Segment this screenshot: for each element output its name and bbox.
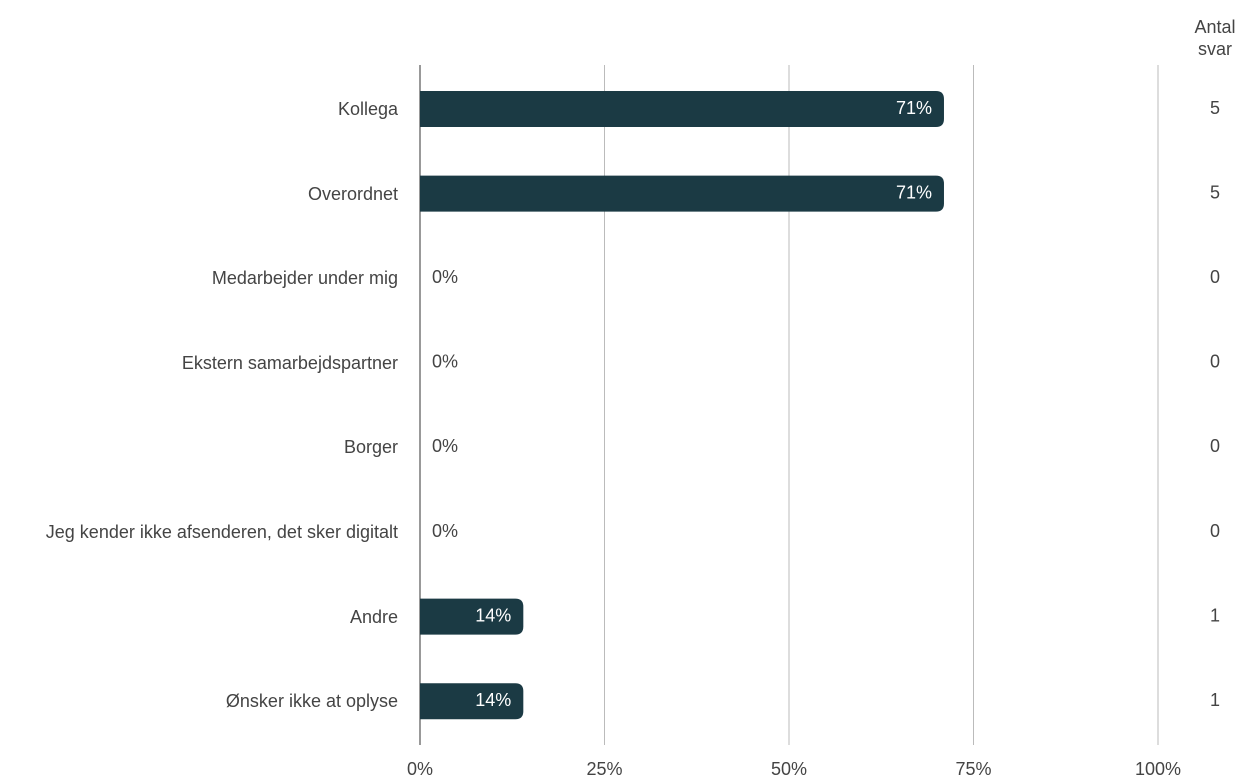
value-label: 0% xyxy=(432,267,458,287)
x-tick-label: 25% xyxy=(586,759,622,779)
category-label: Borger xyxy=(343,437,398,458)
x-tick-label: 0% xyxy=(407,759,433,779)
category-label: Ekstern samarbejdspartner xyxy=(181,352,398,373)
category-label: Jeg kender ikke afsenderen, det sker dig… xyxy=(45,522,398,542)
category-label: Medarbejder under mig xyxy=(211,268,398,289)
category-label: Andre xyxy=(349,606,398,627)
value-label: 0% xyxy=(432,352,458,372)
value-label: 14% xyxy=(475,690,511,710)
value-label: 71% xyxy=(896,98,932,118)
count: 5 xyxy=(1210,98,1220,118)
bar xyxy=(420,683,524,720)
count: 1 xyxy=(1210,605,1220,625)
category-label: Overordnet xyxy=(307,183,398,204)
category-label: Ønsker ikke at oplyse xyxy=(225,691,398,712)
x-tick-label: 100% xyxy=(1135,759,1181,779)
bar xyxy=(420,598,524,635)
count: 0 xyxy=(1210,352,1220,372)
value-label: 0% xyxy=(432,521,458,541)
count: 1 xyxy=(1210,690,1220,710)
category-label: Kollega xyxy=(337,99,398,119)
count: 0 xyxy=(1210,521,1220,541)
count-header: Antal svar xyxy=(1194,17,1236,59)
value-label: 0% xyxy=(432,436,458,456)
value-label: 14% xyxy=(475,605,511,625)
count: 0 xyxy=(1210,436,1220,456)
x-tick-label: 50% xyxy=(771,759,807,779)
count: 0 xyxy=(1210,267,1220,287)
bar xyxy=(420,91,944,127)
bar xyxy=(420,175,944,212)
value-label: 71% xyxy=(896,182,932,202)
count: 5 xyxy=(1210,182,1220,202)
x-tick-label: 75% xyxy=(955,759,991,779)
